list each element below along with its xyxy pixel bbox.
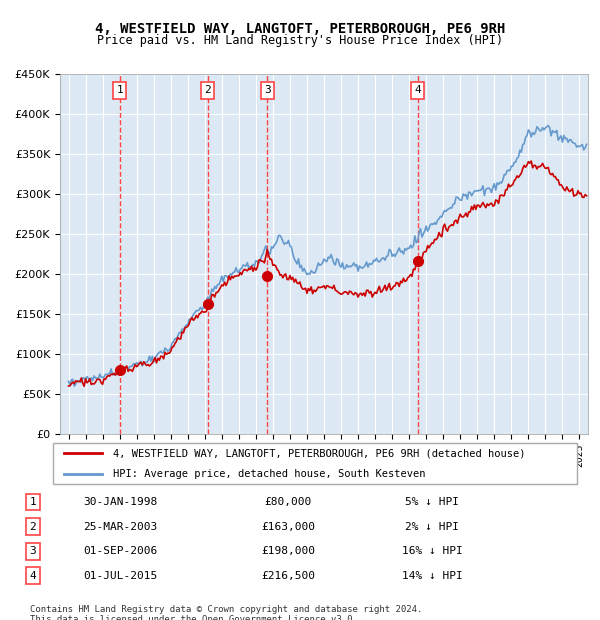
Text: 5% ↓ HPI: 5% ↓ HPI [405,497,459,507]
Text: £216,500: £216,500 [261,571,315,581]
Text: 30-JAN-1998: 30-JAN-1998 [83,497,157,507]
Text: 4: 4 [415,86,421,95]
Text: Contains HM Land Registry data © Crown copyright and database right 2024.
This d: Contains HM Land Registry data © Crown c… [30,604,422,620]
Text: 01-JUL-2015: 01-JUL-2015 [83,571,157,581]
Text: 2% ↓ HPI: 2% ↓ HPI [405,521,459,531]
Text: 4, WESTFIELD WAY, LANGTOFT, PETERBOROUGH, PE6 9RH: 4, WESTFIELD WAY, LANGTOFT, PETERBOROUGH… [95,22,505,36]
Text: 4: 4 [29,571,37,581]
Text: 2: 2 [204,86,211,95]
Text: 1: 1 [116,86,123,95]
FancyBboxPatch shape [53,443,577,484]
Text: 3: 3 [264,86,271,95]
Text: 01-SEP-2006: 01-SEP-2006 [83,546,157,556]
Text: 2: 2 [29,521,37,531]
Text: £198,000: £198,000 [261,546,315,556]
Text: £80,000: £80,000 [265,497,311,507]
Text: Price paid vs. HM Land Registry's House Price Index (HPI): Price paid vs. HM Land Registry's House … [97,34,503,47]
Text: £163,000: £163,000 [261,521,315,531]
Text: HPI: Average price, detached house, South Kesteven: HPI: Average price, detached house, Sout… [113,469,425,479]
Text: 4, WESTFIELD WAY, LANGTOFT, PETERBOROUGH, PE6 9RH (detached house): 4, WESTFIELD WAY, LANGTOFT, PETERBOROUGH… [113,448,526,458]
Text: 25-MAR-2003: 25-MAR-2003 [83,521,157,531]
Text: 1: 1 [29,497,37,507]
Text: 3: 3 [29,546,37,556]
Text: 14% ↓ HPI: 14% ↓ HPI [401,571,463,581]
Text: 16% ↓ HPI: 16% ↓ HPI [401,546,463,556]
